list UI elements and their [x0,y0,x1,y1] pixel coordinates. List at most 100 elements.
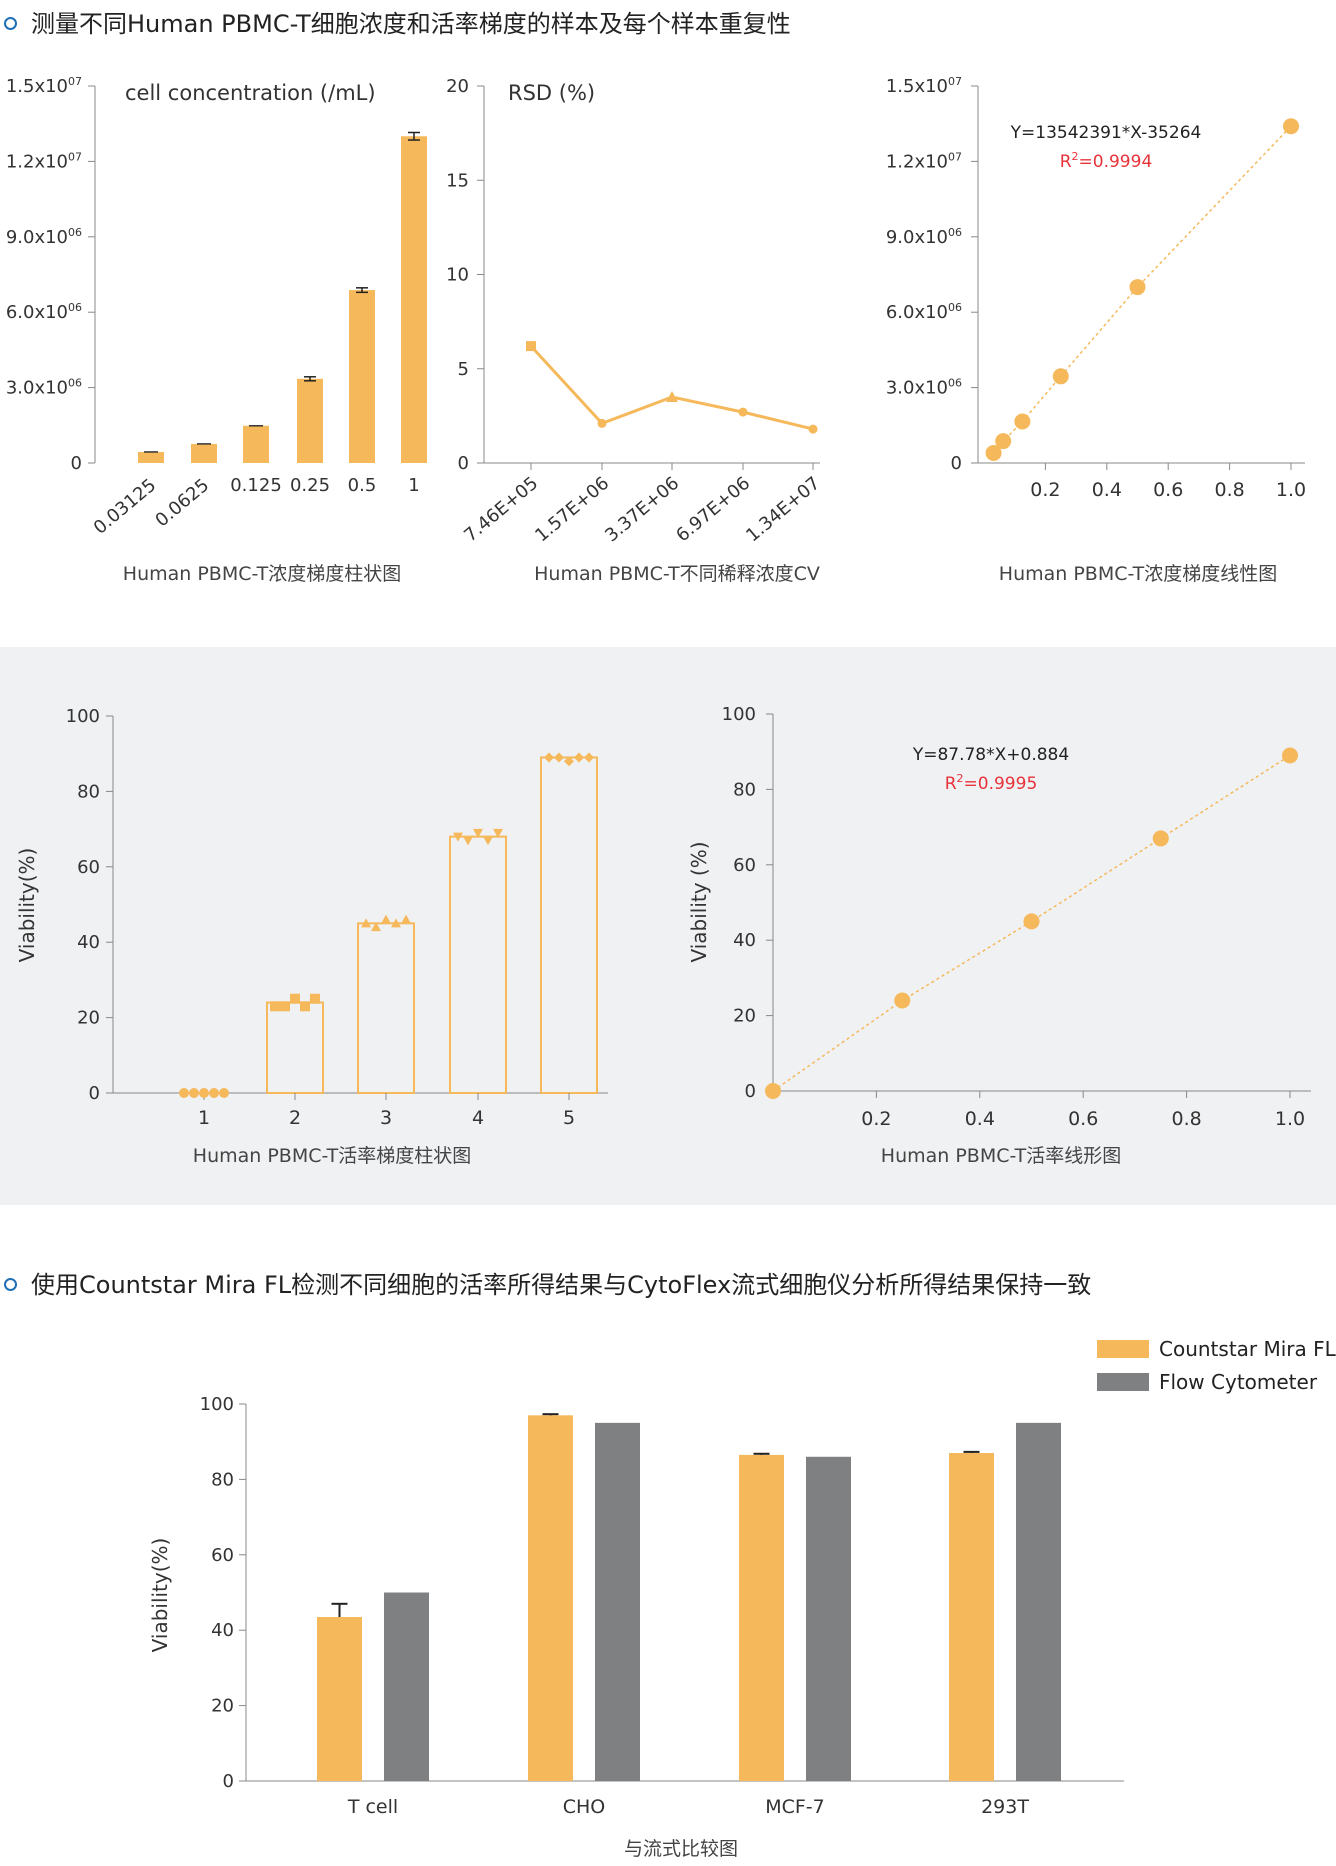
chart3-y-tick-label: 0 [951,453,962,474]
chart3-x-tick-label: 0.4 [1092,479,1122,501]
chart1-y-tick-label: 1.5x1007 [6,75,82,97]
chart6-bar [1016,1422,1061,1781]
chart6-y-tick-label: 0 [223,1771,234,1792]
chart4-x-tick-label: 1 [198,1107,210,1129]
chart4-y-tick-label: 100 [66,706,100,727]
chart3-y-tick-label: 1.5x1007 [886,75,962,97]
chart4-replicate-point [189,1088,199,1098]
chart5-y-tick-label: 60 [733,855,756,876]
chart4-y-tick-label: 20 [77,1008,100,1029]
chart4-replicate-point [381,914,391,924]
bullet-circle-icon [4,1277,17,1291]
chart6-y-tick-label: 20 [211,1696,234,1717]
chart3-point [1129,279,1146,296]
chart4-caption: Human PBMC-T活率梯度柱状图 [193,1145,471,1167]
chart4-replicate-point [473,828,483,838]
chart4-replicate-point [453,832,463,842]
chart3-x-tick-label: 1.0 [1276,479,1306,501]
chart3-point [1052,368,1069,385]
chart4-x-tick-label: 4 [472,1107,484,1129]
chart1-bar [401,136,427,463]
chart2-x-tick-label: 1.57E+06 [531,473,613,547]
chart4-bar [540,756,598,1094]
chart6-legend-label: Flow Cytometer [1159,1370,1318,1394]
chart4-replicate-point [391,918,401,928]
chart2-y-tick-label: 20 [446,76,469,97]
chart5-x-tick-label: 0.6 [1068,1108,1098,1130]
chart1-bar [191,443,217,463]
chart5-caption: Human PBMC-T活率线形图 [881,1145,1121,1167]
chart6-x-tick-label: CHO [563,1796,606,1818]
chart1-y-tick-label: 1.2x1007 [6,150,82,172]
chart4-y-tick-label: 60 [77,857,100,878]
chart5-point [765,1083,781,1099]
chart4-y-tick-label: 0 [89,1083,100,1104]
chart5-point [1282,747,1298,764]
chart3-x-tick-label: 0.2 [1030,479,1060,501]
chart5-point [1023,913,1040,930]
chart4-replicate-point [584,752,594,763]
chart3-point [985,444,1002,461]
chart6-y-axis-label: Viability(%) [148,1538,172,1653]
chart5-y-tick-label: 40 [733,930,756,951]
chart3-x-tick-label: 0.8 [1214,479,1244,501]
r-squared-label: R2=0.9994 [1060,150,1153,172]
chart4-replicate-point [270,1001,280,1012]
chart1-title: cell concentration (/mL) [125,81,376,105]
chart4-replicate-point [574,752,584,763]
chart2-caption: Human PBMC-T不同稀释浓度CV [534,563,820,585]
chart4-bar [266,1001,324,1095]
chart3-y-tick-label: 6.0x1006 [886,301,962,323]
chart6-bar [384,1592,429,1781]
chart4-replicate-point [199,1088,209,1098]
chart6-y-tick-label: 100 [200,1394,234,1415]
bullet-circle-icon [4,16,17,30]
chart2-point [526,341,536,352]
chart4-replicate-point [179,1088,189,1098]
chart3-x-tick-label: 0.6 [1153,479,1183,501]
chart4-x-tick-label: 3 [380,1107,392,1129]
chart4-y-tick-label: 40 [77,932,100,953]
chart6-y-tick-label: 40 [211,1620,234,1641]
chart5-y-tick-label: 0 [745,1081,756,1102]
chart3-point [1283,118,1299,135]
chart6-y-tick-label: 80 [211,1469,234,1490]
chart4-replicate-point [564,756,574,767]
chart2-point [808,424,818,434]
chart4-replicate-point [483,836,493,846]
chart1-x-tick-label: 0.03125 [90,475,161,539]
chart2-y-tick-label: 0 [458,453,469,474]
chart1-y-tick-label: 0 [71,453,82,474]
chart5-y-tick-label: 20 [733,1006,756,1027]
chart5-point [894,992,911,1009]
section-title-comparison: 使用Countstar Mira FL检测不同细胞的活率所得结果与CytoFle… [4,1265,1091,1300]
chart4-bar [449,835,507,1094]
chart3-y-tick-label: 1.2x1007 [886,150,962,172]
chart2-series-line [529,345,814,431]
chart3-caption: Human PBMC-T浓度梯度线性图 [999,563,1277,585]
chart3-y-tick-label: 9.0x1006 [886,226,962,248]
chart3-point [995,433,1012,450]
chart2-y-tick-label: 15 [446,170,469,191]
chart6-bar [949,1453,994,1781]
chart4-replicate-point [290,993,300,1004]
chart6-legend-swatch [1097,1340,1149,1358]
chart6-bar [739,1454,784,1781]
chart3-point [1014,413,1031,430]
chart4-replicate-point [554,752,564,763]
chart1-bar [138,451,164,463]
chart1-x-tick-label: 0.125 [230,475,282,496]
chart4-y-axis-label: Viability(%) [15,848,39,963]
chart1-y-tick-label: 3.0x1006 [6,377,82,399]
chart1-bar [349,290,375,463]
chart2-y-tick-label: 10 [446,265,469,286]
chart2-x-tick-label: 7.46E+05 [460,473,542,547]
chart6-bar [528,1415,573,1781]
chart4-replicate-point [361,918,371,928]
chart4-replicate-point [310,993,320,1004]
chart2-x-tick-label: 6.97E+06 [672,473,754,547]
chart4-replicate-point [401,914,411,924]
chart2-x-tick-label: 3.37E+06 [601,473,683,547]
